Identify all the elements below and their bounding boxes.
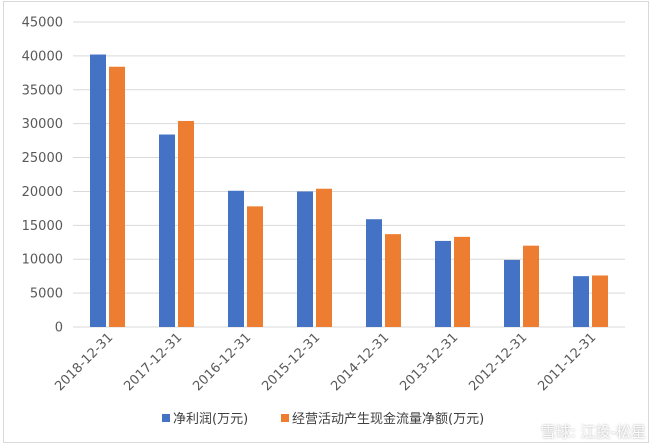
y-tick-label: 35000 [22, 83, 63, 98]
legend-swatch-operating-cash-flow [281, 414, 289, 422]
bar-net-profit [573, 276, 589, 327]
y-tick-label: 45000 [22, 16, 63, 31]
bar-net-profit [159, 134, 175, 327]
y-tick-label: 40000 [22, 49, 63, 64]
bar-net-profit [435, 240, 451, 327]
bar-operating-cash-flow [178, 120, 194, 327]
legend: 净利润(万元) 经营活动产生现金流量净额(万元) [162, 411, 484, 427]
bar-operating-cash-flow [523, 245, 539, 327]
x-tick-label: 2013-12-31 [397, 330, 461, 394]
x-tick-label: 2012-12-31 [466, 330, 530, 394]
bar-net-profit [297, 191, 313, 327]
bars [90, 54, 608, 328]
bar-operating-cash-flow [316, 188, 332, 327]
watermark: 雪球: 江投-松星 [540, 423, 646, 441]
y-axis: 0 5000 10000 15000 20000 25000 30000 35000 40000… [22, 16, 63, 336]
y-tick-label: 0 [55, 321, 63, 336]
y-tick-label: 30000 [22, 117, 63, 132]
bar-operating-cash-flow [385, 234, 401, 327]
bar-net-profit [504, 259, 520, 327]
x-tick-label: 2015-12-31 [259, 330, 323, 394]
legend-swatch-net-profit [162, 414, 170, 422]
legend-label-operating-cash-flow: 经营活动产生现金流量净额(万元) [292, 411, 484, 427]
y-tick-label: 15000 [22, 219, 63, 234]
x-tick-label: 2011-12-31 [535, 330, 599, 394]
bar-operating-cash-flow [247, 206, 263, 327]
x-tick-label: 2018-12-31 [52, 330, 116, 394]
bar-net-profit [90, 54, 106, 328]
gridlines [73, 21, 625, 328]
x-tick-label: 2014-12-31 [328, 330, 392, 394]
bar-net-profit [366, 219, 382, 327]
bar-operating-cash-flow [109, 66, 125, 327]
y-tick-label: 5000 [30, 287, 63, 302]
x-axis: 2018-12-31 2017-12-31 2016-12-31 2015-12-31… [52, 330, 599, 394]
bar-operating-cash-flow [454, 236, 470, 327]
x-tick-label: 2016-12-31 [190, 330, 254, 394]
bar-net-profit [228, 190, 244, 327]
y-tick-label: 10000 [22, 253, 63, 268]
x-tick-label: 2017-12-31 [121, 330, 185, 394]
y-tick-label: 25000 [22, 151, 63, 166]
chart-frame [3, 1, 649, 443]
legend-label-net-profit: 净利润(万元) [173, 412, 248, 427]
y-tick-label: 20000 [22, 185, 63, 200]
bar-operating-cash-flow [592, 275, 608, 327]
